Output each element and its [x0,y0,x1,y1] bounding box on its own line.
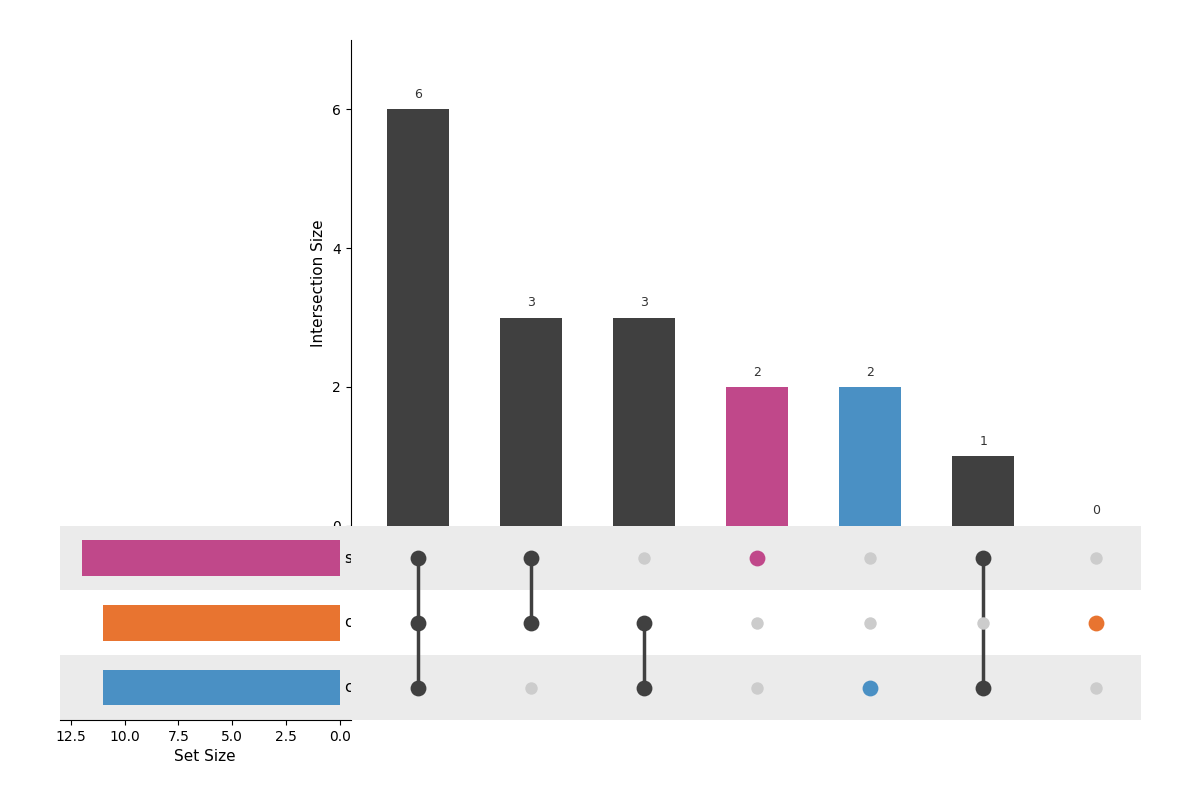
Bar [388,110,449,526]
Bar [500,318,563,526]
Text: 3: 3 [527,296,535,310]
Bar [726,387,788,526]
Y-axis label: Intersection Size: Intersection Size [311,219,326,346]
Text: selbal: selbal [344,550,389,566]
Point [1087,682,1106,694]
Bar [839,387,901,526]
Point [860,682,880,694]
Text: 1: 1 [979,435,988,448]
Point [409,552,428,565]
Bar [350,590,1141,655]
Bar [350,655,1141,720]
Bar [350,526,1141,590]
Text: 2: 2 [754,366,761,378]
Point [748,682,767,694]
Point [973,682,992,694]
Bar [613,318,676,526]
Bar [103,605,340,641]
Point [522,682,541,694]
Point [522,617,541,630]
Point [409,682,428,694]
Text: 3: 3 [641,296,648,310]
Point [748,552,767,565]
Text: 6: 6 [414,88,422,101]
Point [1087,552,1106,565]
Bar [82,540,340,576]
Point [409,617,428,630]
Point [860,552,880,565]
Text: clr_lasso: clr_lasso [344,614,410,631]
Point [860,617,880,630]
Point [522,552,541,565]
Point [635,682,654,694]
Bar [60,655,350,720]
Point [973,552,992,565]
Point [748,617,767,630]
X-axis label: Set Size: Set Size [174,750,236,764]
Point [635,552,654,565]
Text: 2: 2 [866,366,874,378]
Bar [60,590,350,655]
Point [973,617,992,630]
Text: 0: 0 [1092,504,1100,518]
Bar [103,670,340,706]
Bar [60,526,350,590]
Bar [952,456,1014,526]
Point [635,617,654,630]
Point [1087,617,1106,630]
Text: coda_lasso: coda_lasso [344,679,427,696]
